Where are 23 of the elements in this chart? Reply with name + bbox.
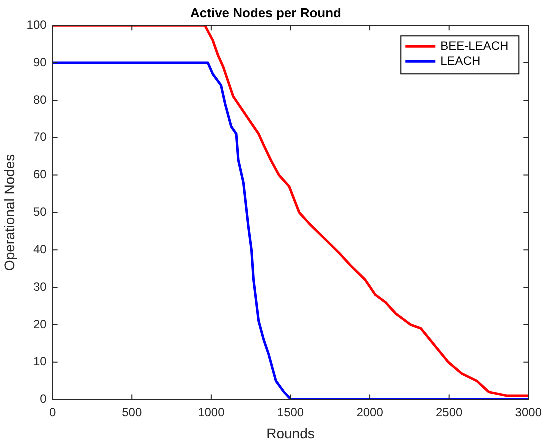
y-tick-label: 80 — [33, 92, 48, 107]
x-tick-label: 3000 — [515, 405, 542, 420]
y-tick-label: 30 — [33, 280, 48, 294]
x-axis-title: Rounds — [266, 425, 315, 442]
y-axis-title: Operational Nodes — [1, 154, 18, 272]
x-tick-label: 1500 — [277, 405, 304, 420]
x-tick-label: 2000 — [356, 405, 384, 420]
y-tick-label: 0 — [40, 392, 48, 406]
x-tick-label: 500 — [122, 405, 142, 420]
x-tick-label: 2500 — [436, 405, 464, 420]
legend-label: LEACH — [440, 54, 481, 68]
y-tick-label: 90 — [33, 55, 48, 70]
legend-label: BEE-LEACH — [440, 38, 509, 53]
y-tick-label: 10 — [33, 354, 48, 369]
y-tick-label: 70 — [33, 130, 48, 144]
chart-title: Active Nodes per Round — [190, 5, 342, 20]
x-tick-label: 0 — [49, 405, 56, 420]
y-tick-label: 20 — [33, 317, 48, 332]
y-tick-label: 40 — [33, 242, 48, 256]
y-tick-label: 50 — [33, 205, 48, 220]
y-tick-label: 60 — [33, 168, 48, 182]
y-tick-label: 100 — [26, 18, 48, 32]
x-tick-label: 1000 — [198, 405, 226, 420]
